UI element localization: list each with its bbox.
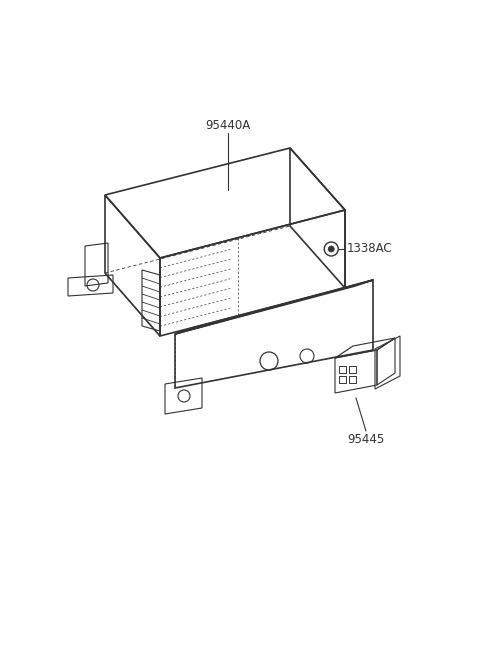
- Text: 95445: 95445: [348, 433, 384, 446]
- Bar: [339, 376, 346, 383]
- Bar: [339, 366, 346, 373]
- Bar: [349, 366, 356, 373]
- Bar: [349, 376, 356, 383]
- Text: 1338AC: 1338AC: [346, 242, 392, 256]
- Text: 95440A: 95440A: [205, 119, 251, 132]
- Circle shape: [328, 246, 334, 252]
